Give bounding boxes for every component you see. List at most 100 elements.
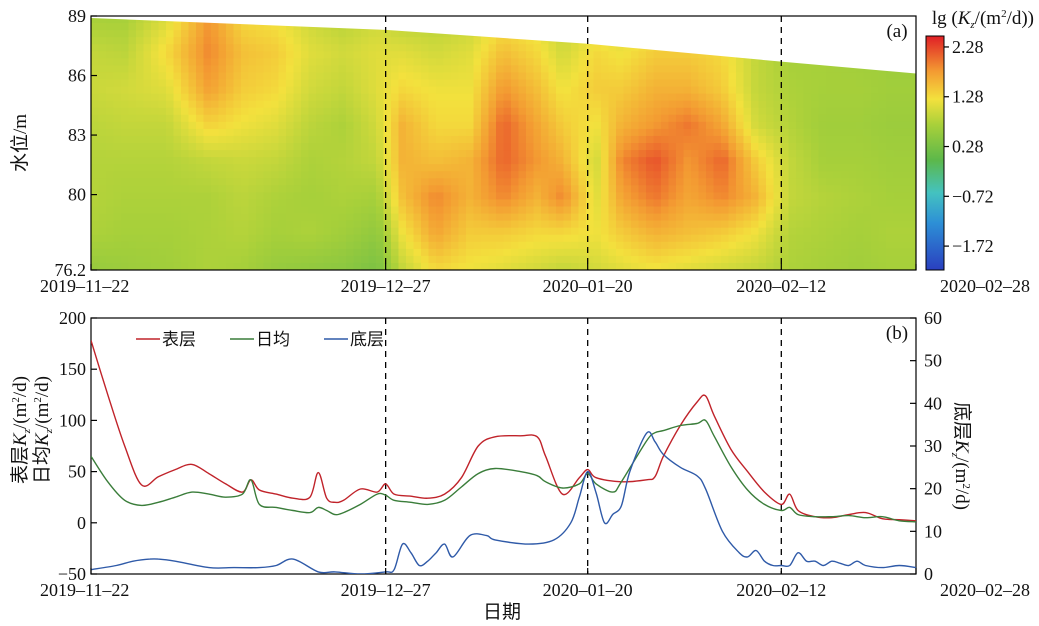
heatmap-cell xyxy=(901,79,910,88)
heatmap-cell xyxy=(683,248,692,257)
heatmap-cell xyxy=(308,107,317,116)
heatmap-cell xyxy=(578,227,587,236)
heatmap-cell xyxy=(818,185,827,193)
heatmap-cell xyxy=(593,241,602,250)
heatmap-cell xyxy=(781,65,790,74)
heatmap-cell xyxy=(586,220,595,229)
heatmap-cell xyxy=(683,241,692,250)
heatmap-cell xyxy=(908,227,916,236)
heatmap-cell xyxy=(421,213,430,222)
heatmap-cell xyxy=(203,262,212,270)
heatmap-cell xyxy=(511,185,520,193)
heatmap-cell xyxy=(346,37,355,45)
heatmap-cell xyxy=(661,255,670,264)
heatmap-cell xyxy=(863,79,872,88)
heatmap-cell xyxy=(233,143,242,151)
heatmap-cell xyxy=(848,157,857,165)
heatmap-cell xyxy=(856,114,865,123)
heatmap-cell xyxy=(623,255,632,264)
heatmap-cell xyxy=(601,171,610,179)
heatmap-cell xyxy=(248,220,257,229)
heatmap-cell xyxy=(488,44,497,52)
heatmap-cell xyxy=(863,135,872,144)
heatmap-cell xyxy=(233,199,242,208)
heatmap-cell xyxy=(908,164,916,172)
heatmap-cell xyxy=(113,178,122,186)
heatmap-cell xyxy=(241,227,250,236)
heatmap-cell xyxy=(908,135,916,144)
heatmap-cell xyxy=(848,79,857,88)
right-y-tick-label: 0 xyxy=(924,564,933,584)
heatmap-cell xyxy=(908,86,916,95)
heatmap-cell xyxy=(646,86,655,95)
heatmap-cell xyxy=(278,72,287,81)
heatmap-cell xyxy=(616,114,625,123)
heatmap-cell xyxy=(623,220,632,229)
heatmap-cell xyxy=(241,241,250,250)
heatmap-cell xyxy=(413,51,422,59)
heatmap-cell xyxy=(593,51,602,59)
heatmap-cell xyxy=(173,248,182,257)
heatmap-cell xyxy=(721,128,730,137)
heatmap-cell xyxy=(533,100,542,109)
heatmap-cell xyxy=(443,143,452,151)
heatmap-cell xyxy=(646,100,655,109)
heatmap-cell xyxy=(106,121,115,130)
heatmap-cell xyxy=(248,135,257,144)
heatmap-cell xyxy=(218,178,227,186)
heatmap-cell xyxy=(121,30,130,38)
heatmap-cell xyxy=(668,143,677,151)
heatmap-cell xyxy=(548,79,557,88)
heatmap-cell xyxy=(571,79,580,88)
heatmap-cell xyxy=(113,248,122,257)
heatmap-cell xyxy=(413,135,422,144)
heatmap-cell xyxy=(263,220,272,229)
heatmap-cell xyxy=(841,121,850,130)
heatmap-cell xyxy=(736,227,745,236)
heatmap-cell xyxy=(706,65,715,74)
heatmap-cell xyxy=(863,86,872,95)
heatmap-cell xyxy=(901,234,910,243)
heatmap-cell xyxy=(841,227,850,236)
heatmap-cell xyxy=(271,206,280,215)
heatmap-cell xyxy=(203,213,212,222)
heatmap-cell xyxy=(826,185,835,193)
heatmap-cell xyxy=(353,220,362,229)
heatmap-cell xyxy=(278,30,287,38)
heatmap-cell xyxy=(443,234,452,243)
heatmap-cell xyxy=(781,185,790,193)
heatmap-cell xyxy=(233,128,242,137)
heatmap-cell xyxy=(338,107,347,116)
heatmap-cell xyxy=(308,143,317,151)
heatmap-cell xyxy=(593,213,602,222)
heatmap-cell xyxy=(593,65,602,74)
heatmap-cell xyxy=(421,37,430,45)
heatmap-cell xyxy=(128,30,137,38)
heatmap-cell xyxy=(848,150,857,158)
heatmap-cell xyxy=(181,241,190,250)
heatmap-cell xyxy=(451,107,460,116)
heatmap-cell xyxy=(421,30,430,38)
heatmap-cell xyxy=(863,107,872,116)
heatmap-cell xyxy=(286,227,295,236)
heatmap-cell xyxy=(331,86,340,95)
heatmap-cell xyxy=(98,262,107,270)
heatmap-cell xyxy=(788,107,797,116)
heatmap-cell xyxy=(278,51,287,59)
heatmap-cell xyxy=(113,79,122,88)
heatmap-cell xyxy=(308,248,317,257)
heatmap-cell xyxy=(338,255,347,264)
heatmap-cell xyxy=(473,58,482,66)
heatmap-cell xyxy=(338,213,347,222)
heatmap-cell xyxy=(98,150,107,158)
heatmap-cell xyxy=(751,58,760,66)
heatmap-cell xyxy=(691,206,700,215)
heatmap-cell xyxy=(526,227,535,236)
heatmap-cell xyxy=(638,262,647,270)
heatmap-cell xyxy=(826,220,835,229)
heatmap-cell xyxy=(113,58,122,66)
heatmap-cell xyxy=(323,72,332,81)
heatmap-cell xyxy=(856,234,865,243)
heatmap-cell xyxy=(631,262,640,270)
heatmap-cell xyxy=(616,248,625,257)
